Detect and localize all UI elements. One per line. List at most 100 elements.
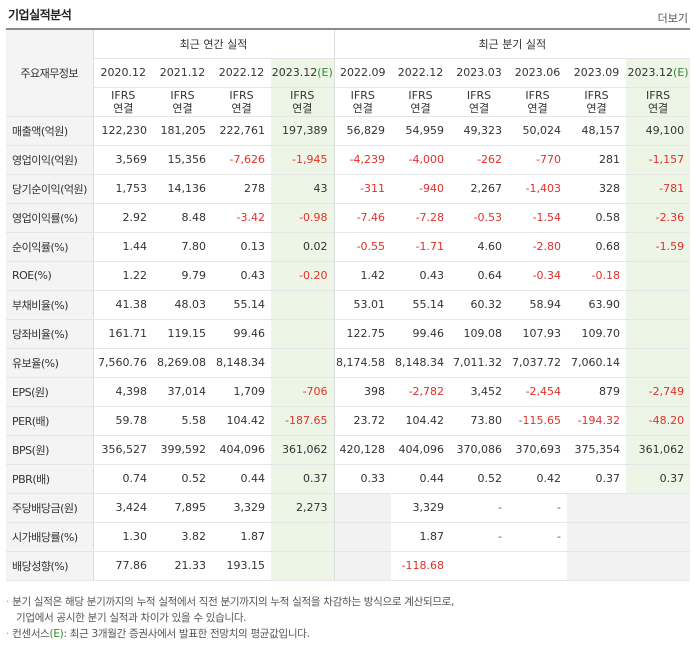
table-cell <box>271 551 335 581</box>
period-date: 2020.12 <box>100 66 147 79</box>
table-cell <box>508 551 568 581</box>
table-cell: 398 <box>334 376 392 407</box>
ifrs-text: IFRS <box>229 88 254 102</box>
table-cell: 404,096 <box>212 435 271 465</box>
ifrs-text: IFRS <box>584 88 609 102</box>
row-label: 시가배당률(%) <box>6 522 94 552</box>
consolidated-text: 연결 <box>292 101 313 115</box>
ifrs-label: IFRS 연결 <box>271 87 335 117</box>
corner-label: 주요재무정보 <box>6 29 94 117</box>
table-cell: -4,239 <box>334 145 392 175</box>
table-cell: -1,945 <box>271 145 335 175</box>
table-cell: -0.34 <box>508 261 568 291</box>
table-cell: 8,148.34 <box>212 348 271 378</box>
table-cell: -2,454 <box>508 376 568 407</box>
table-cell: 3,569 <box>93 145 153 175</box>
table-cell: 0.13 <box>212 232 271 262</box>
table-cell: 55.14 <box>391 289 451 320</box>
consolidated-text: 연결 <box>352 101 373 115</box>
ifrs-label: IFRS 연결 <box>334 87 392 117</box>
table-cell: 0.44 <box>212 464 271 494</box>
table-row: 영업이익률(%) 2.92 8.48 -3.42 -0.98 -7.46 -7.28 -0.5… <box>6 202 691 233</box>
table-cell: 3,452 <box>450 376 509 407</box>
table-cell: 370,086 <box>450 435 509 465</box>
table-cell: 122.75 <box>334 319 392 349</box>
table-cell: -0.20 <box>271 261 335 291</box>
table-cell: - <box>508 492 568 523</box>
table-cell <box>567 522 627 552</box>
table-row: BPS(원) 356,527 399,592 404,096 361,062 420,12… <box>6 435 691 465</box>
table-cell: 41.38 <box>93 289 153 320</box>
table-cell: -7,626 <box>212 145 271 175</box>
row-label: 매출액(억원) <box>6 116 94 146</box>
table-cell: -1.54 <box>508 202 568 233</box>
consolidated-text: 연결 <box>113 101 134 115</box>
consolidated-text: 연결 <box>647 101 669 115</box>
table-cell: 14,136 <box>153 174 212 204</box>
row-label: 영업이익률(%) <box>6 202 94 233</box>
table-cell <box>626 551 691 581</box>
table-cell: 4.60 <box>450 232 509 262</box>
table-cell: -706 <box>271 376 335 407</box>
table-cell: 0.64 <box>450 261 509 291</box>
consolidated-text: 연결 <box>468 101 490 115</box>
more-link[interactable]: 더보기 <box>657 12 688 25</box>
table-cell: 197,389 <box>271 116 335 146</box>
table-cell: -770 <box>508 145 568 175</box>
row-label: EPS(원) <box>6 376 94 407</box>
row-label: 배당성향(%) <box>6 551 94 581</box>
table-row: 영업이익(억원) 3,569 15,356 -7,626 -1,945 -4,239 -4,… <box>6 145 691 175</box>
row-label: 유보율(%) <box>6 348 94 378</box>
table-cell: 399,592 <box>153 435 212 465</box>
table-cell: 181,205 <box>153 116 212 146</box>
ifrs-label: IFRS 연결 <box>153 87 212 117</box>
table-cell: 7,895 <box>153 492 212 523</box>
table-cell: 281 <box>567 145 627 175</box>
period-header: 2023.06 <box>508 58 568 88</box>
table-cell: -2,749 <box>626 376 691 407</box>
table-cell: 4,398 <box>93 376 153 407</box>
table-row: 주당배당금(원) 3,424 7,895 3,329 2,273 3,329- - <box>6 492 691 523</box>
table-cell: 0.52 <box>450 464 509 494</box>
table-cell: -3.42 <box>212 202 271 233</box>
table-cell: 420,128 <box>334 435 392 465</box>
table-cell: 15,356 <box>153 145 212 175</box>
table-cell <box>271 319 335 349</box>
period-header: 2021.12 <box>153 58 212 88</box>
row-label: 당기순이익(억원) <box>6 174 94 204</box>
table-cell: 5.58 <box>153 406 212 436</box>
row-label: PER(배) <box>6 406 94 436</box>
section-title: 기업실적분석 <box>8 8 72 22</box>
row-label: ROE(%) <box>6 261 94 291</box>
period-date: 2023.12 <box>627 66 674 79</box>
consolidated-text: 연결 <box>586 101 607 115</box>
table-cell: 54,959 <box>391 116 451 146</box>
table-cell: 104.42 <box>391 406 451 436</box>
table-cell <box>334 522 392 552</box>
row-label: BPS(원) <box>6 435 94 465</box>
period-date: 2022.09 <box>340 66 386 79</box>
table-cell <box>626 522 691 552</box>
table-cell: 0.37 <box>271 464 335 494</box>
footnotes: · 분기 실적은 해당 분기까지의 누적 실적에서 직전 분기까지의 누적 실적… <box>6 594 690 642</box>
table-cell: -0.55 <box>334 232 392 262</box>
table-cell: 8,269.08 <box>153 348 212 378</box>
ifrs-text: IFRS <box>645 88 671 102</box>
table-cell: 0.44 <box>391 464 451 494</box>
consolidated-text: 연결 <box>172 101 193 115</box>
ifrs-text: IFRS <box>111 88 136 102</box>
period-date: 2023.12 <box>271 66 318 79</box>
table-cell: 9.79 <box>153 261 212 291</box>
table-cell: 104.42 <box>212 406 271 436</box>
table-cell: 193.15 <box>212 551 271 581</box>
table-cell: -115.65 <box>508 406 568 436</box>
table-cell: 8,148.34 <box>391 348 451 378</box>
table-cell: - <box>450 492 509 523</box>
period-header: 2020.12 <box>93 58 153 88</box>
table-cell: 7,560.76 <box>93 348 153 378</box>
table-cell: 60.32 <box>450 289 509 320</box>
estimate-mark: (E) <box>317 66 333 79</box>
table-cell: -940 <box>391 174 451 204</box>
table-cell: 879 <box>567 376 627 407</box>
table-cell: 23.72 <box>334 406 392 436</box>
